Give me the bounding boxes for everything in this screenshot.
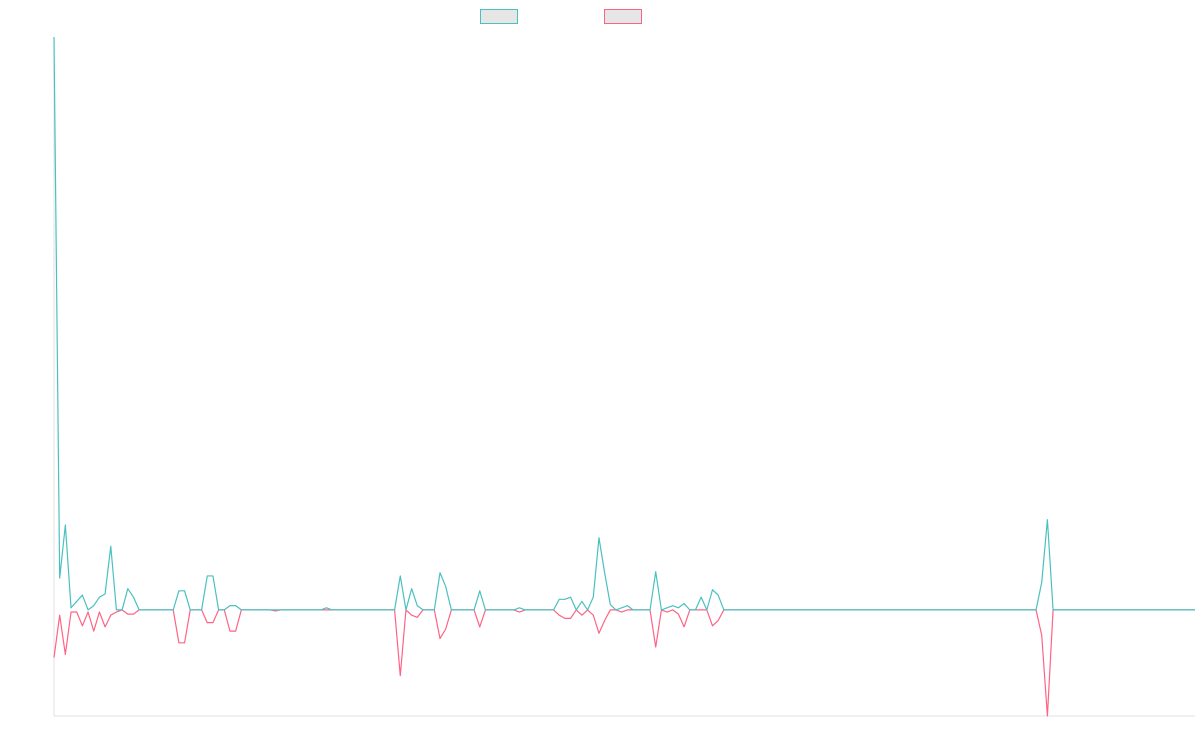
legend-swatch-series-2 [604, 9, 642, 24]
legend-item-series-1[interactable] [480, 9, 524, 24]
series-1-line [53, 36, 1195, 611]
legend-swatch-series-1 [480, 9, 518, 24]
series-2-line [53, 609, 1195, 717]
legend-item-series-2[interactable] [604, 9, 648, 24]
legend [480, 9, 650, 27]
series-layer [53, 36, 1195, 717]
